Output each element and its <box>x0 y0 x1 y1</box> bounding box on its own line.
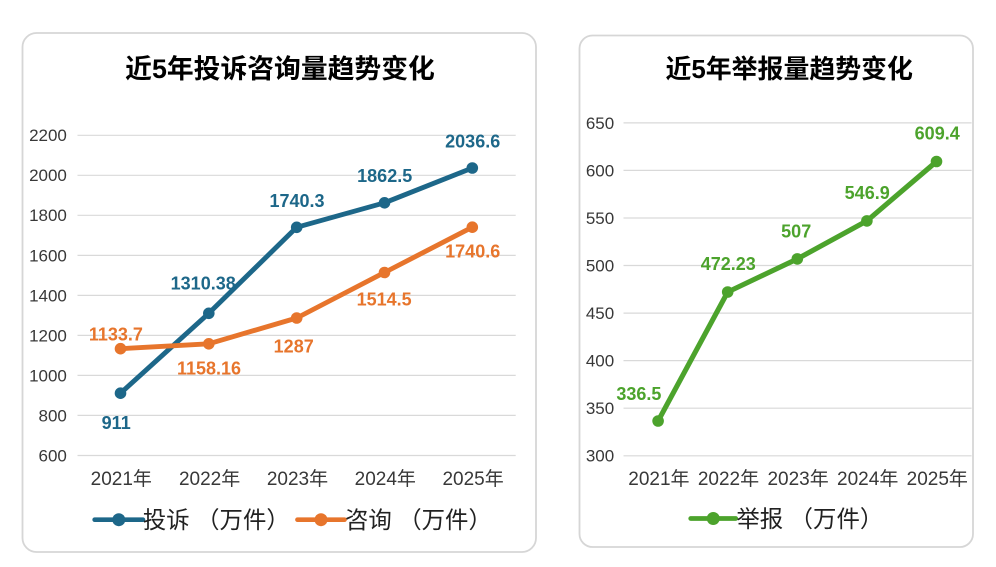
svg-text:400: 400 <box>586 352 614 371</box>
svg-text:507: 507 <box>781 222 811 242</box>
svg-text:2025年: 2025年 <box>907 468 968 490</box>
svg-text:1200: 1200 <box>29 326 67 345</box>
svg-text:600: 600 <box>586 161 614 180</box>
svg-text:2021年: 2021年 <box>628 468 689 490</box>
svg-text:350: 350 <box>586 399 614 418</box>
svg-text:1158.16: 1158.16 <box>177 359 241 379</box>
svg-text:800: 800 <box>39 406 67 425</box>
svg-text:2200: 2200 <box>29 126 67 145</box>
svg-text:1310.38: 1310.38 <box>171 274 236 294</box>
svg-text:1600: 1600 <box>29 246 67 265</box>
svg-text:举报 （万件）: 举报 （万件） <box>736 506 883 532</box>
svg-text:450: 450 <box>586 304 614 323</box>
svg-text:近5年投诉咨询量趋势变化: 近5年投诉咨询量趋势变化 <box>125 54 435 84</box>
svg-text:300: 300 <box>586 447 614 466</box>
svg-text:2023年: 2023年 <box>767 468 828 490</box>
svg-text:1514.5: 1514.5 <box>357 289 412 309</box>
svg-text:546.9: 546.9 <box>845 183 890 203</box>
svg-text:2000: 2000 <box>29 166 67 185</box>
svg-text:1000: 1000 <box>29 366 67 385</box>
svg-text:550: 550 <box>586 209 614 228</box>
svg-text:2022年: 2022年 <box>179 468 240 490</box>
svg-text:1862.5: 1862.5 <box>357 166 412 186</box>
svg-text:近5年举报量趋势变化: 近5年举报量趋势变化 <box>665 55 913 84</box>
svg-text:2023年: 2023年 <box>267 468 328 490</box>
svg-text:咨询 （万件）: 咨询 （万件） <box>345 507 492 533</box>
svg-text:2022年: 2022年 <box>698 468 759 490</box>
svg-text:500: 500 <box>586 256 614 275</box>
svg-text:472.23: 472.23 <box>701 254 756 274</box>
svg-text:2024年: 2024年 <box>837 468 898 490</box>
svg-text:1400: 1400 <box>29 286 67 305</box>
svg-text:336.5: 336.5 <box>616 384 661 404</box>
svg-text:1740.6: 1740.6 <box>445 242 500 262</box>
svg-text:2025年: 2025年 <box>442 468 503 490</box>
svg-text:2036.6: 2036.6 <box>445 132 500 152</box>
svg-text:投诉 （万件）: 投诉 （万件） <box>143 507 290 533</box>
svg-text:2021年: 2021年 <box>91 468 152 490</box>
svg-text:1287: 1287 <box>274 336 314 356</box>
svg-text:609.4: 609.4 <box>915 124 960 144</box>
svg-text:1133.7: 1133.7 <box>89 324 143 344</box>
svg-text:911: 911 <box>102 413 131 433</box>
svg-text:600: 600 <box>39 446 67 465</box>
svg-text:1740.3: 1740.3 <box>269 191 324 211</box>
svg-text:1800: 1800 <box>29 206 67 225</box>
svg-text:650: 650 <box>586 114 614 133</box>
svg-text:2024年: 2024年 <box>355 468 416 490</box>
